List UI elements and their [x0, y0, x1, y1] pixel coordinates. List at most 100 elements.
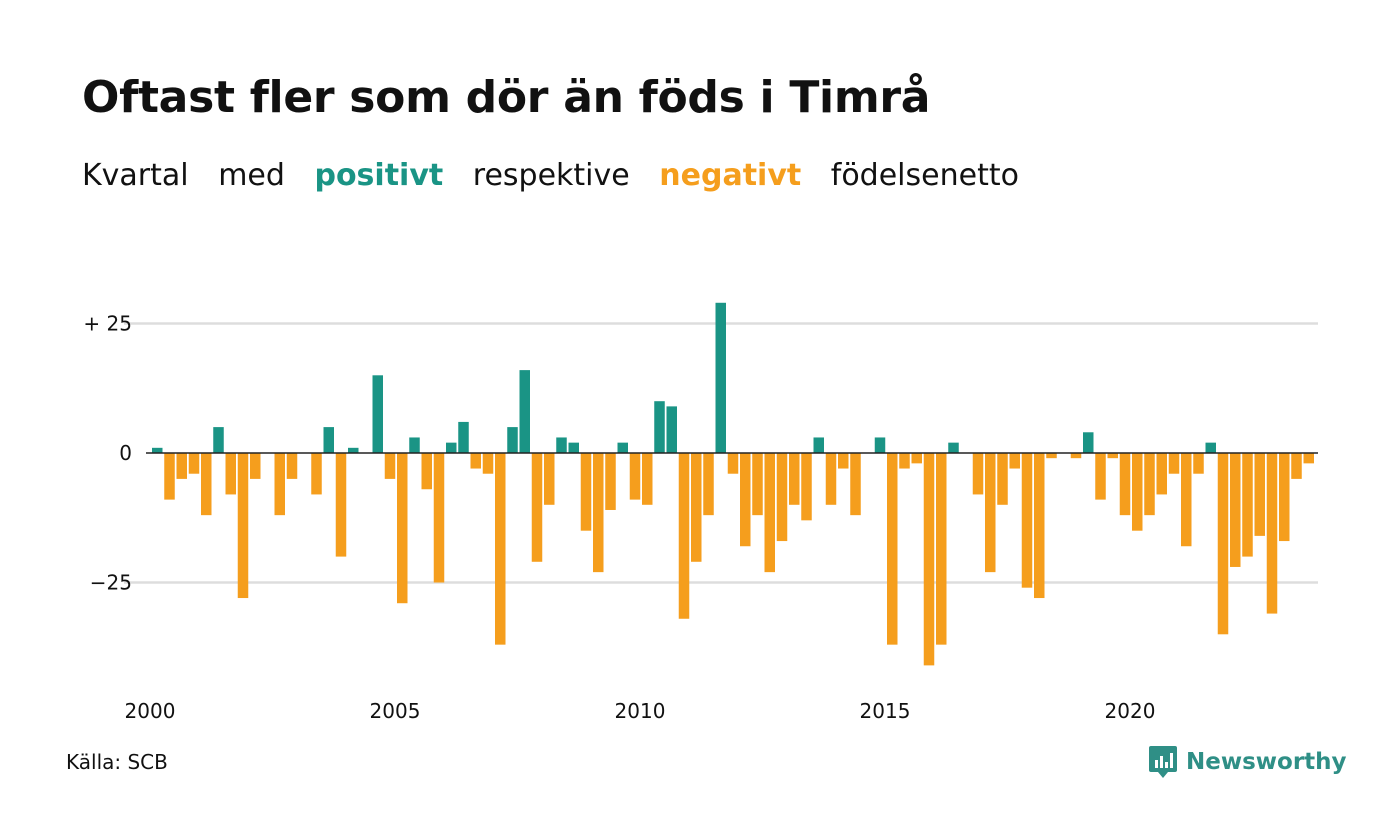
- bar-negative: [764, 453, 775, 573]
- bar-negative: [201, 453, 212, 516]
- bar-positive: [372, 375, 383, 453]
- bar-negative: [544, 453, 555, 505]
- bar-negative: [176, 453, 187, 479]
- bar-positive: [323, 427, 334, 453]
- brand-name: Newsworthy: [1186, 749, 1347, 775]
- bar-negative: [531, 453, 543, 562]
- bar-negative: [335, 453, 347, 557]
- bar-negative: [1168, 453, 1180, 474]
- bar-negative: [274, 453, 285, 516]
- bar-negative: [188, 453, 200, 474]
- subtitle-word-med: med: [218, 158, 285, 193]
- bar-negative: [789, 453, 800, 505]
- bar-positive: [874, 437, 886, 453]
- bar-positive: [519, 370, 530, 453]
- bar-negative: [1254, 453, 1265, 536]
- chart-subtitle: Kvartal med positivt respektive negativt…: [82, 158, 1039, 193]
- bar-negative: [1279, 453, 1290, 542]
- bar-positive: [1205, 442, 1216, 453]
- bar-negative: [1291, 453, 1302, 479]
- x-tick-label: 2010: [615, 699, 666, 723]
- bar-negative: [1217, 453, 1229, 635]
- bar-positive: [654, 401, 665, 453]
- bar-positive: [348, 447, 359, 453]
- x-tick-label: 2020: [1105, 699, 1156, 723]
- subtitle-negative-label: negativt: [659, 158, 802, 193]
- bar-negative: [1132, 453, 1143, 531]
- bar-negative: [421, 453, 432, 490]
- bar-negative: [825, 453, 837, 505]
- bar-negative: [384, 453, 396, 479]
- bar-negative: [776, 453, 788, 542]
- subtitle-positive-label: positivt: [314, 158, 444, 193]
- bar-negative: [237, 453, 249, 599]
- bar-positive: [556, 437, 567, 453]
- bar-negative: [1034, 453, 1045, 599]
- bar-positive: [458, 421, 469, 453]
- bar-negative: [225, 453, 236, 495]
- brand-logo: Newsworthy: [1148, 744, 1347, 780]
- subtitle-word-kvartal: Kvartal: [82, 158, 189, 193]
- bar-negative: [1156, 453, 1167, 495]
- bar-negative: [642, 453, 653, 505]
- newsworthy-logo-icon: [1149, 746, 1177, 778]
- bar-negative: [1119, 453, 1131, 516]
- bar-negative: [887, 453, 898, 645]
- bar-negative: [1266, 453, 1278, 614]
- bar-negative: [605, 453, 616, 510]
- bar-negative: [482, 453, 494, 474]
- bar-negative: [911, 453, 922, 464]
- bar-negative: [936, 453, 947, 645]
- bar-negative: [850, 453, 861, 516]
- bar-negative: [433, 453, 445, 583]
- bar-negative: [740, 453, 751, 547]
- x-tick-label: 2000: [125, 699, 176, 723]
- bar-negative: [678, 453, 690, 619]
- bar-positive: [813, 437, 824, 453]
- source-note: Källa: SCB: [66, 750, 168, 774]
- bar-negative: [727, 453, 739, 474]
- bar-positive: [446, 442, 457, 453]
- bar-negative: [972, 453, 984, 495]
- bar-negative: [250, 453, 261, 479]
- subtitle-word-respektive: respektive: [472, 158, 630, 193]
- bar-negative: [1193, 453, 1204, 474]
- bar-positive: [666, 406, 677, 453]
- bar-negative: [1095, 453, 1106, 500]
- bar-negative: [470, 453, 481, 469]
- bar-negative: [1070, 453, 1082, 459]
- bar-negative: [923, 453, 935, 666]
- bar-negative: [1021, 453, 1033, 588]
- bar-negative: [752, 453, 763, 516]
- bar-positive: [1083, 432, 1094, 453]
- bar-positive: [568, 442, 579, 453]
- x-tick-label: 2005: [370, 699, 421, 723]
- y-tick-label: + 25: [83, 312, 132, 336]
- bar-negative: [801, 453, 812, 521]
- bar-negative: [580, 453, 592, 531]
- bar-negative: [593, 453, 604, 573]
- bar-negative: [1107, 453, 1118, 459]
- bar-negative: [691, 453, 702, 562]
- bar-negative: [703, 453, 714, 516]
- bar-negative: [495, 453, 506, 645]
- bar-negative: [899, 453, 910, 469]
- bar-negative: [1242, 453, 1253, 557]
- bar-negative: [997, 453, 1008, 505]
- subtitle-word-fodelsenetto: födelsenetto: [830, 158, 1019, 193]
- bar-positive: [715, 302, 726, 453]
- bar-negative: [1181, 453, 1192, 547]
- bar-negative: [286, 453, 298, 479]
- bar-negative: [838, 453, 849, 469]
- x-tick-label: 2015: [860, 699, 911, 723]
- bar-negative: [629, 453, 641, 500]
- bar-negative: [1303, 453, 1314, 464]
- bar-negative: [311, 453, 322, 495]
- bar-negative: [1009, 453, 1020, 469]
- bar-negative: [1144, 453, 1155, 516]
- bar-positive: [948, 442, 959, 453]
- bar-positive: [617, 442, 628, 453]
- bar-positive: [152, 447, 163, 453]
- chart-title: Oftast fler som dör än föds i Timrå: [82, 72, 931, 123]
